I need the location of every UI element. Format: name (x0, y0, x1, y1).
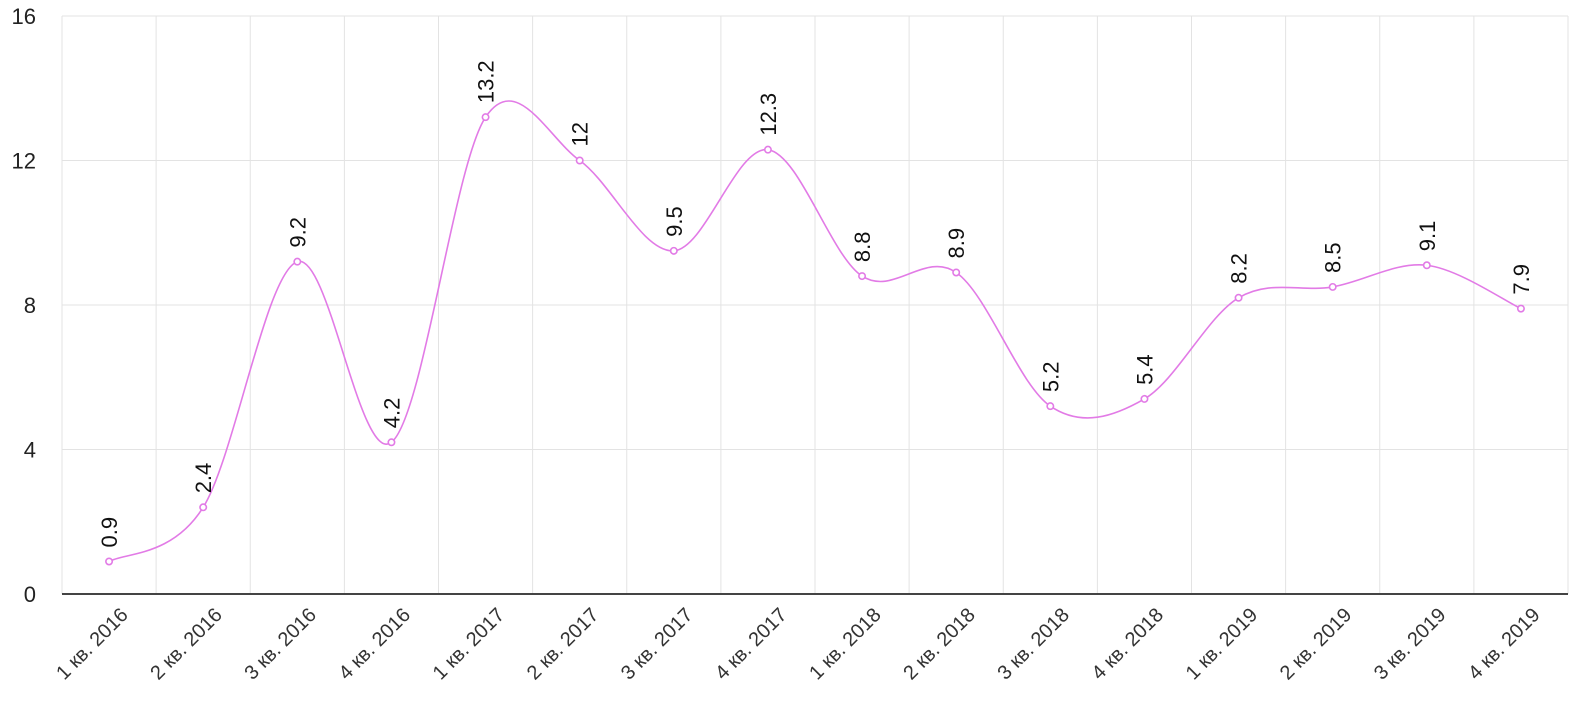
x-axis-ticks: 1 кв. 2016 2 кв. 2016 3 кв. 2016 4 кв. 2016… (52, 604, 1544, 684)
data-labels: 0.9 2.4 9.2 4.2 13.2 12 9.5 12.3 8.8 8.9 5.2 5.4 8.2… (97, 60, 1534, 547)
data-point (575, 156, 584, 165)
data-label: 8.8 (850, 232, 875, 263)
y-tick-label: 4 (24, 438, 36, 463)
data-label: 8.9 (944, 228, 969, 259)
x-tick-label: 2 кв. 2018 (899, 604, 979, 684)
data-point (1140, 394, 1149, 403)
y-tick-label: 12 (12, 149, 36, 174)
x-tick-label: 4 кв. 2018 (1088, 604, 1168, 684)
data-point (387, 438, 396, 447)
x-tick-label: 4 кв. 2016 (335, 604, 415, 684)
data-label: 8.2 (1227, 253, 1252, 284)
data-point (105, 557, 114, 566)
x-tick-label: 1 кв. 2017 (429, 604, 509, 684)
x-tick-label: 1 кв. 2016 (52, 604, 132, 684)
data-label: 5.4 (1132, 354, 1157, 385)
x-tick-label: 4 кв. 2019 (1464, 604, 1544, 684)
y-tick-label: 8 (24, 293, 36, 318)
data-label: 9.2 (285, 217, 310, 248)
x-tick-label: 2 кв. 2016 (146, 604, 226, 684)
data-points (105, 113, 1525, 566)
data-label: 13.2 (474, 60, 499, 103)
x-tick-label: 3 кв. 2017 (617, 604, 697, 684)
y-tick-label: 16 (12, 4, 36, 29)
data-point (1516, 304, 1525, 313)
x-tick-label: 3 кв. 2016 (240, 604, 320, 684)
data-point (952, 268, 961, 277)
x-tick-label: 1 кв. 2018 (805, 604, 885, 684)
x-tick-label: 4 кв. 2017 (711, 604, 791, 684)
data-point (481, 113, 490, 122)
x-tick-label: 3 кв. 2019 (1370, 604, 1450, 684)
data-point (1328, 282, 1337, 291)
x-tick-label: 1 кв. 2019 (1182, 604, 1262, 684)
data-label: 4.2 (379, 398, 404, 429)
data-label: 12 (568, 122, 593, 146)
data-point (199, 503, 208, 512)
data-point (858, 272, 867, 281)
data-point (293, 257, 302, 266)
data-label: 5.2 (1038, 362, 1063, 393)
y-axis-ticks: 0 4 8 12 16 (12, 4, 36, 607)
data-label: 9.1 (1415, 221, 1440, 252)
data-label: 12.3 (756, 93, 781, 136)
data-point (763, 145, 772, 154)
data-label: 2.4 (191, 463, 216, 494)
data-label: 8.5 (1321, 242, 1346, 273)
data-label: 9.5 (662, 206, 687, 237)
data-point (669, 246, 678, 255)
grid (61, 15, 1569, 594)
x-tick-label: 3 кв. 2018 (993, 604, 1073, 684)
x-tick-label: 2 кв. 2017 (523, 604, 603, 684)
x-tick-label: 2 кв. 2019 (1276, 604, 1356, 684)
data-point (1234, 293, 1243, 302)
data-label: 7.9 (1509, 264, 1534, 295)
data-label: 0.9 (97, 517, 122, 548)
data-point (1046, 402, 1055, 411)
y-tick-label: 0 (24, 582, 36, 607)
data-point (1422, 261, 1431, 270)
